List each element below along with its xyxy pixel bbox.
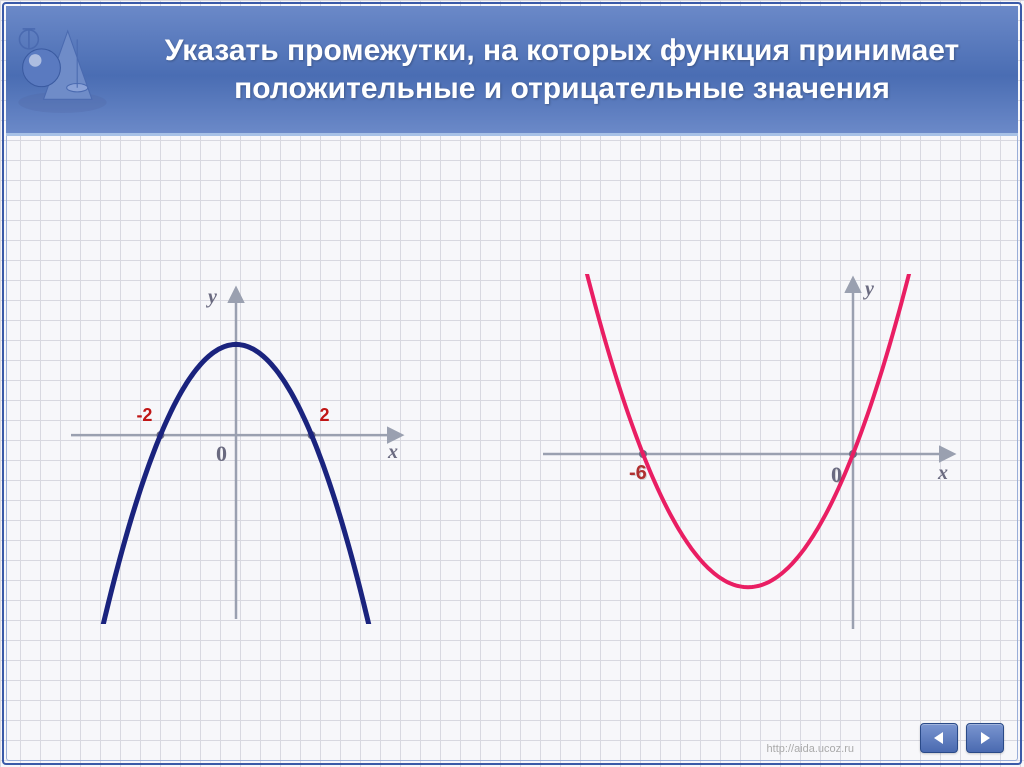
chart-left-root-label-0: -2 xyxy=(136,405,152,426)
chart-right-x-label: х xyxy=(938,462,948,485)
chart-left-root-label-1: 2 xyxy=(320,405,330,426)
chart-right-y-label: у xyxy=(865,278,874,301)
slide-title: Указать промежутки, на которых функция п… xyxy=(126,32,998,107)
next-button[interactable] xyxy=(966,723,1004,753)
slide-header: Указать промежутки, на которых функция п… xyxy=(6,6,1018,136)
chart-right-root-label-0: -6 xyxy=(629,462,647,485)
chart-left: у x 0 -2 2 xyxy=(66,284,406,624)
triangle-right-icon xyxy=(977,730,993,746)
triangle-left-icon xyxy=(931,730,947,746)
chart-left-y-label: у xyxy=(208,286,217,309)
chart-right: у х 0 -6 xyxy=(538,274,958,634)
chart-right-origin-label: 0 xyxy=(831,462,842,488)
chart-right-svg xyxy=(538,274,958,634)
watermark-text: http://aida.ucoz.ru xyxy=(767,743,854,755)
nav-buttons xyxy=(920,723,1004,753)
chart-left-svg xyxy=(66,284,406,624)
prev-button[interactable] xyxy=(920,723,958,753)
chart-left-x-label: x xyxy=(388,441,398,464)
chart-left-origin-label: 0 xyxy=(216,441,227,467)
math-decor-icon xyxy=(10,10,115,115)
charts-container: у x 0 -2 2 у х 0 -6 xyxy=(0,200,1024,707)
